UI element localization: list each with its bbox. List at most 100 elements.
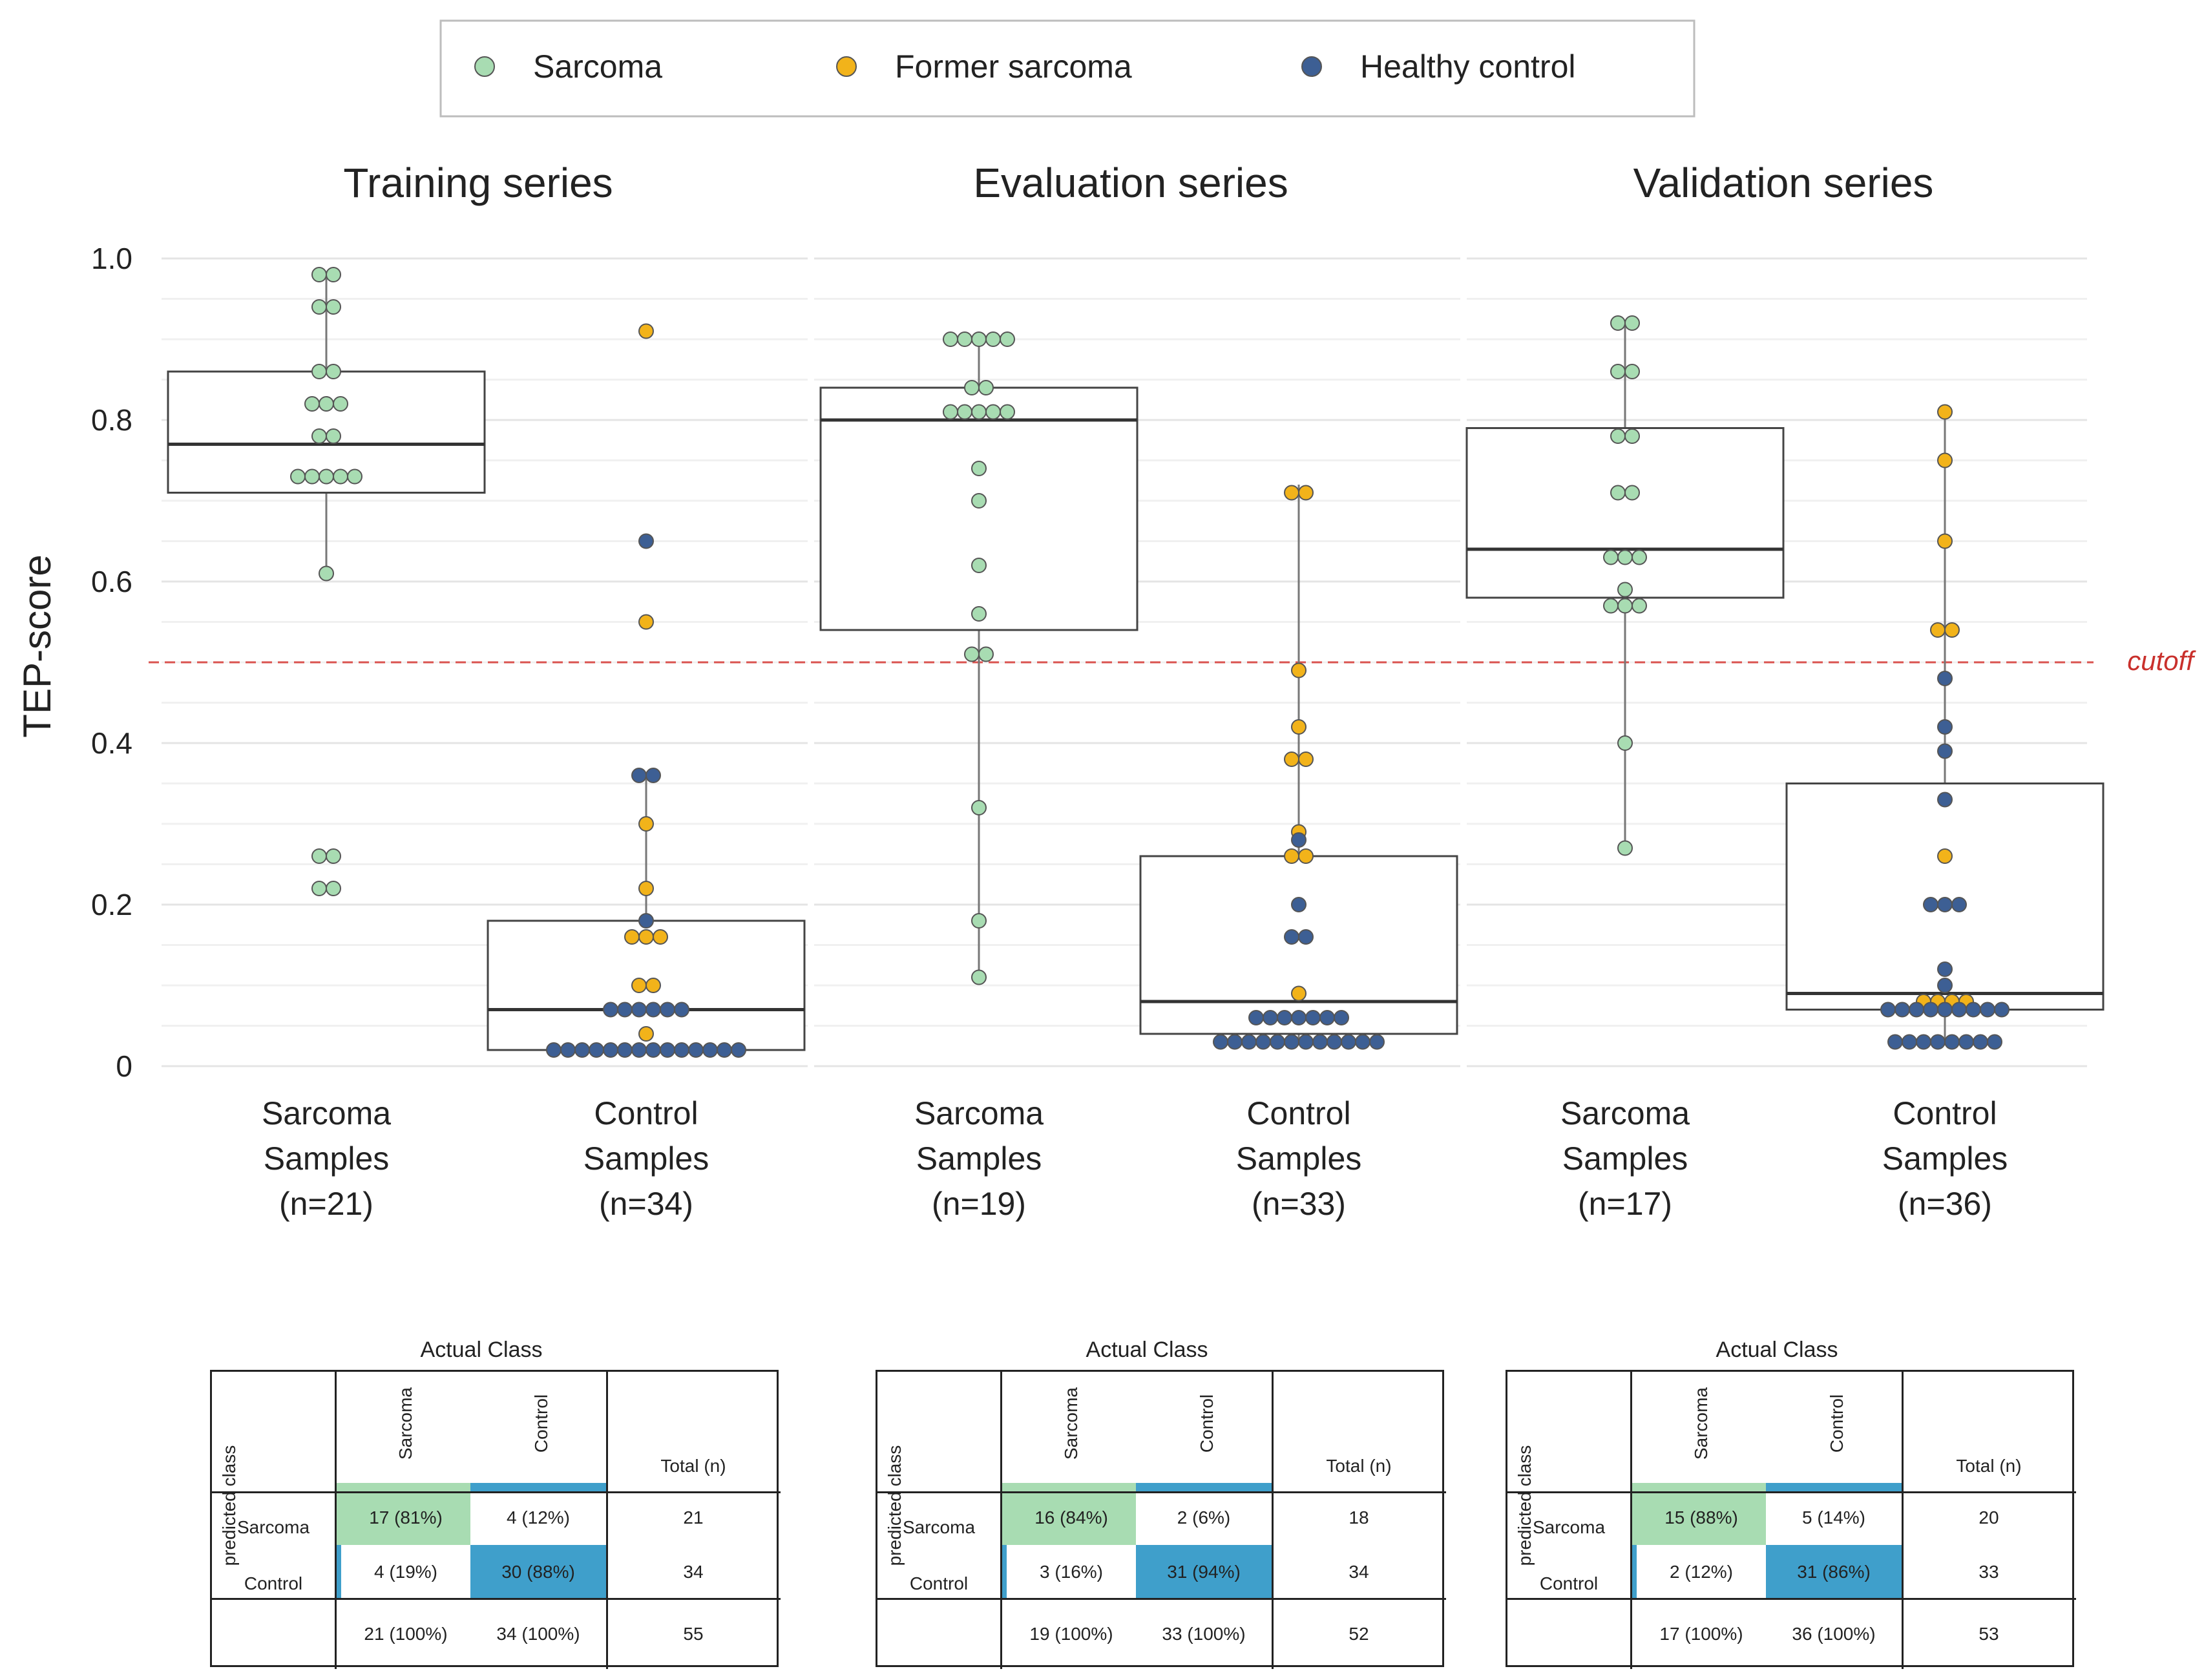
control-col-bar xyxy=(1766,1483,1902,1493)
data-point xyxy=(1951,1002,1967,1018)
data-point xyxy=(660,1002,675,1018)
cell-ts: 19 (100%) xyxy=(1029,1624,1113,1644)
sarcoma-col-bar xyxy=(335,1483,470,1493)
legend-marker-2 xyxy=(1301,56,1322,77)
cell-ss: 16 (84%) xyxy=(1034,1507,1108,1528)
table-title: Actual Class xyxy=(1716,1338,1838,1362)
data-point xyxy=(1284,929,1299,945)
data-point xyxy=(1994,1002,2010,1018)
confusion-table-0: Actual Class Sarcoma Control Total (n) S… xyxy=(210,1338,856,1674)
data-point xyxy=(311,881,327,896)
cell-st: 18 xyxy=(1349,1507,1369,1528)
data-point xyxy=(1603,549,1619,565)
panel-title-1: Evaluation series xyxy=(973,160,1288,206)
data-point xyxy=(347,468,362,485)
data-point xyxy=(326,881,341,896)
data-point xyxy=(319,468,334,485)
data-point xyxy=(1334,1010,1349,1025)
data-point xyxy=(1277,1010,1292,1025)
y-tick-label: 0.2 xyxy=(91,888,132,921)
data-point xyxy=(311,267,327,282)
data-point xyxy=(1291,897,1307,912)
legend-box xyxy=(439,19,1695,118)
data-point xyxy=(638,929,654,945)
true-positive-fill xyxy=(1630,1493,1766,1545)
x-label-0-0: Sarcoma xyxy=(262,1095,391,1131)
data-point xyxy=(1937,404,1953,420)
cell-ts: 17 (100%) xyxy=(1659,1624,1743,1644)
confusion-table-2: Actual Class Sarcoma Control Total (n) S… xyxy=(1506,1338,2152,1674)
data-point xyxy=(326,267,341,282)
data-point xyxy=(971,969,987,985)
data-point xyxy=(1937,452,1953,468)
data-point xyxy=(1930,622,1946,638)
data-point xyxy=(638,533,654,549)
true-negative-fill xyxy=(1766,1545,1902,1598)
data-point xyxy=(985,404,1001,420)
x-label-0-1: (n=34) xyxy=(599,1186,693,1222)
data-point xyxy=(1291,662,1307,678)
panels: Training series Sarcoma Samples (n=21) Contr… xyxy=(167,160,2104,1222)
legend-label-0: Sarcoma xyxy=(533,48,662,85)
data-point xyxy=(638,614,654,630)
cutoff-label: cutoff xyxy=(2127,646,2196,676)
data-point xyxy=(1263,1010,1278,1025)
data-point xyxy=(1624,485,1640,501)
data-point xyxy=(290,468,306,485)
data-point xyxy=(645,1002,661,1018)
predicted-class-label: predicted class xyxy=(885,1445,905,1566)
true-positive-fill xyxy=(335,1493,470,1545)
data-point xyxy=(1319,1010,1335,1025)
data-point xyxy=(1894,1002,1910,1018)
box-2-0 xyxy=(1465,427,1785,599)
data-point xyxy=(964,646,980,662)
data-point xyxy=(1241,1034,1257,1050)
data-point xyxy=(971,493,987,509)
cutoff-line: cutoff xyxy=(149,646,2196,676)
x-label-0-0: (n=21) xyxy=(279,1186,373,1222)
y-axis-label: TEP-score xyxy=(16,554,59,737)
legend-label-2: Healthy control xyxy=(1360,48,1576,85)
confusion-table-1: Actual Class Sarcoma Control Total (n) S… xyxy=(876,1338,1522,1674)
data-point xyxy=(304,396,320,412)
data-point xyxy=(1937,1002,1953,1018)
data-point xyxy=(978,380,994,395)
data-point xyxy=(1603,598,1619,614)
data-point xyxy=(978,646,994,662)
data-point xyxy=(326,299,341,315)
data-point xyxy=(1937,978,1953,993)
data-point xyxy=(1923,897,1938,912)
x-label-1-0: Samples xyxy=(916,1140,1042,1177)
cell-cc: 31 (94%) xyxy=(1167,1562,1241,1582)
y-tick-label: 0.8 xyxy=(91,403,132,437)
data-point xyxy=(638,913,654,929)
data-point xyxy=(1937,533,1953,549)
cell-sc: 4 (12%) xyxy=(506,1507,571,1528)
data-point xyxy=(546,1042,561,1058)
chart: Sarcoma Former sarcoma Healthy control cut… xyxy=(16,19,2196,1222)
data-point xyxy=(1291,1010,1307,1025)
data-point xyxy=(631,1042,647,1058)
table-title: Actual Class xyxy=(1086,1338,1208,1362)
data-point xyxy=(1958,1034,1974,1050)
data-point xyxy=(1000,404,1015,420)
data-point xyxy=(1937,961,1953,977)
data-point xyxy=(638,881,654,896)
data-point xyxy=(1966,1002,1981,1018)
data-point xyxy=(617,1042,633,1058)
y-tick-label: 0 xyxy=(116,1049,132,1083)
cell-ct: 34 xyxy=(1349,1562,1369,1582)
data-point xyxy=(1248,1010,1264,1025)
data-point xyxy=(1887,1034,1903,1050)
control-row-bar xyxy=(335,1545,341,1598)
legend: Sarcoma Former sarcoma Healthy control xyxy=(439,19,1695,118)
data-point xyxy=(1880,1002,1896,1018)
sarcoma-col-bar xyxy=(1000,1483,1136,1493)
data-point xyxy=(1270,1034,1285,1050)
cell-st: 21 xyxy=(683,1507,704,1528)
data-point xyxy=(311,299,327,315)
col-control: Control xyxy=(531,1394,551,1453)
data-point xyxy=(1987,1034,2002,1050)
data-point xyxy=(674,1042,689,1058)
data-point xyxy=(702,1042,718,1058)
